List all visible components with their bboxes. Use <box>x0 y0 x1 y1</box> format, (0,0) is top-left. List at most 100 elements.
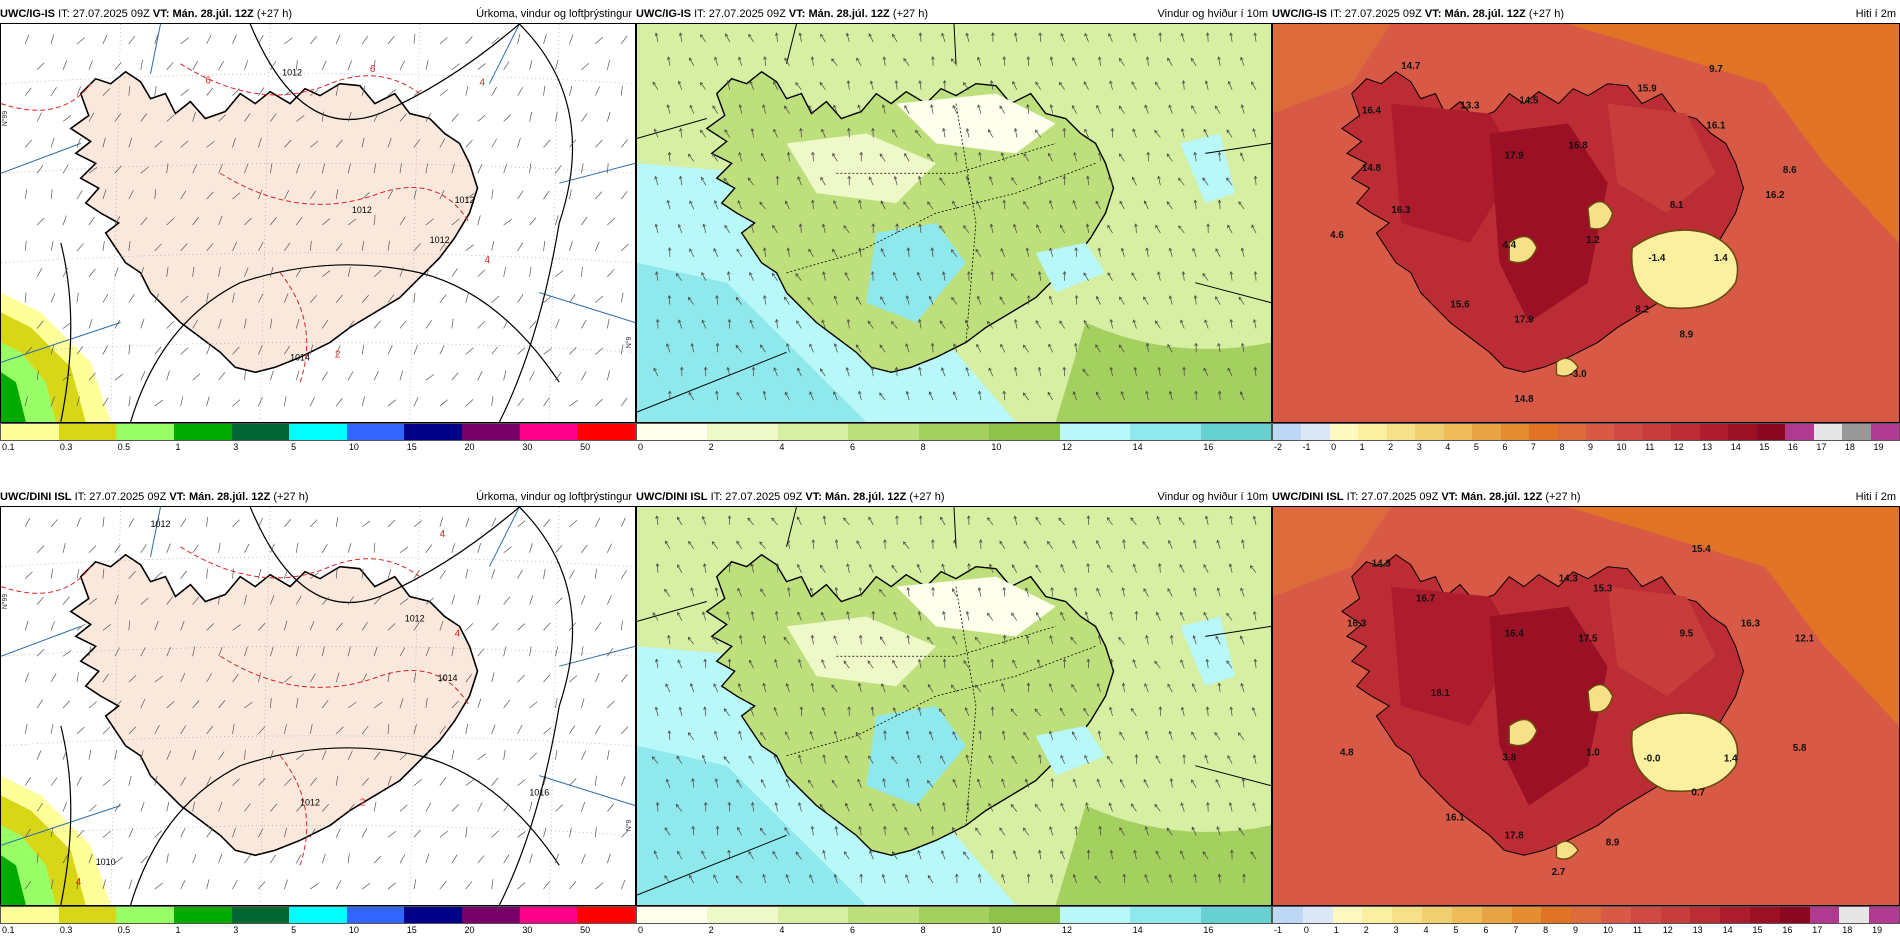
wind-arrow <box>1087 176 1089 186</box>
wind-barb <box>180 347 189 355</box>
isobar <box>498 507 574 905</box>
wind-arrow <box>784 827 790 836</box>
wind-arrow-head <box>1048 682 1053 687</box>
colorbar-swatch <box>58 424 117 440</box>
wind-arrow <box>716 391 719 401</box>
wind-arrow-head <box>952 200 956 205</box>
wind-arrow-head <box>1166 201 1170 205</box>
wind-arrow-head <box>1167 588 1171 592</box>
wind-arrow-head <box>1239 391 1244 395</box>
wind-barb <box>24 672 30 683</box>
wind-barb <box>425 544 433 553</box>
wind-barb <box>244 113 251 122</box>
wind-arrow <box>979 152 982 162</box>
wind-barb <box>270 113 277 122</box>
wind-arrow <box>1158 176 1161 186</box>
wind-arrow-head <box>784 827 788 831</box>
wind-arrow <box>940 516 946 526</box>
wind-arrow <box>773 81 778 90</box>
wind-arrow-head <box>1048 199 1053 204</box>
wind-arrow <box>977 779 982 788</box>
wind-barb <box>620 190 628 200</box>
wind-barb <box>180 295 189 303</box>
wind-barb <box>76 137 81 148</box>
wind-barb <box>102 137 106 148</box>
wind-arrow <box>868 516 874 526</box>
wind-arrow-head <box>1180 850 1184 854</box>
map-view[interactable]: 14.7 13.3 16.4 14.8 16.3 4.6 14.5 16.8 17.9 15.9 9… <box>1272 23 1900 423</box>
temperature-value: -3.0 <box>1570 369 1587 380</box>
colorbar-tick-label: 15 <box>406 442 417 452</box>
init-time: 27.07.2025 09Z <box>1344 8 1422 20</box>
wind-arrow-head <box>1062 271 1067 275</box>
wind-arrow-head <box>747 177 752 182</box>
wind-arrow <box>1131 272 1137 281</box>
wind-arrow-head <box>1204 515 1209 520</box>
wind-arrow <box>1010 708 1018 717</box>
wind-arrow-head <box>759 541 763 545</box>
wind-arrow <box>831 58 838 67</box>
wind-panel-igis: UWC/IG-IS IT: 27.07.2025 09Z VT: Mán. 28… <box>636 5 1272 465</box>
wind-barb <box>310 140 319 148</box>
panel-title: UWC/DINI ISL IT: 27.07.2025 09Z VT: Mán.… <box>636 488 1272 506</box>
wind-arrow-head <box>653 367 657 372</box>
wind-arrow <box>667 104 671 114</box>
wind-arrow-head <box>1002 390 1007 395</box>
wind-arrow-head <box>654 706 659 711</box>
wind-arrow <box>1095 344 1101 353</box>
wind-arrow <box>787 247 790 257</box>
colorbar-tick-label: 2 <box>708 925 714 935</box>
wind-barb <box>555 319 560 329</box>
wind-arrow-head <box>895 515 899 519</box>
map-view[interactable] <box>636 506 1272 906</box>
wind-barb <box>413 672 417 683</box>
wind-barbs <box>24 33 629 407</box>
wind-arrow-head <box>1217 682 1222 687</box>
wind-barb <box>607 700 615 709</box>
wind-barb <box>347 853 350 864</box>
wind-arrow-head <box>1048 343 1052 348</box>
wind-arrow-head <box>677 80 682 85</box>
wind-arrow-head <box>797 367 801 372</box>
colorbar-tick-label: 6 <box>1502 442 1508 452</box>
wind-barb <box>102 516 105 527</box>
wind-arrow-head <box>784 731 789 735</box>
wind-barb <box>206 879 210 890</box>
wind-barb <box>465 36 473 45</box>
wind-arrow-head <box>1097 730 1102 734</box>
wind-arrow <box>822 707 826 717</box>
wind-arrow <box>1191 779 1197 788</box>
wind-arrow <box>701 177 707 186</box>
wind-arrow <box>966 611 970 621</box>
wind-arrow <box>655 176 659 186</box>
wind-arrow-head <box>797 658 802 663</box>
wind-arrow-head <box>844 802 849 807</box>
colorbar-tick-label: 8 <box>1559 442 1565 452</box>
colorbar-tick-label: 14 <box>1132 442 1143 452</box>
wind-arrow <box>1027 56 1030 66</box>
wind-arrow-head <box>1096 540 1100 544</box>
wind-arrow <box>677 564 683 573</box>
wind-arrow <box>1118 344 1125 353</box>
wind-arrow-head <box>1072 200 1076 204</box>
wind-arrow <box>1159 563 1161 573</box>
wind-barb <box>50 568 54 579</box>
wind-arrow <box>1254 271 1257 281</box>
wind-barb <box>399 320 407 329</box>
wind-barb <box>258 778 266 786</box>
map-view[interactable] <box>636 23 1272 423</box>
wind-barb <box>439 830 448 838</box>
boundary-line <box>1 625 81 657</box>
map-view[interactable]: 1012 1012 1014 1016 1010 1012 4 4 2 4 N°99 N°9 <box>0 506 636 906</box>
wind-arrow <box>989 564 994 573</box>
temperature-value: 9.7 <box>1709 64 1723 75</box>
wind-arrow <box>1218 683 1221 693</box>
wind-arrow <box>834 731 838 740</box>
wind-arrow-head <box>859 873 863 877</box>
wind-arrow <box>772 851 778 860</box>
wind-arrow <box>967 802 970 812</box>
wind-barb <box>36 648 45 657</box>
map-view[interactable]: 1012 1012 1012 1014 1012 6 6 4 4 2 N°99 N°9 <box>0 23 636 423</box>
map-view[interactable]: 14.3 15.4 16.7 14.3 15.3 16.3 16.3 16.4 17.5 9.5 1… <box>1272 506 1900 906</box>
wind-arrow <box>1109 80 1113 90</box>
